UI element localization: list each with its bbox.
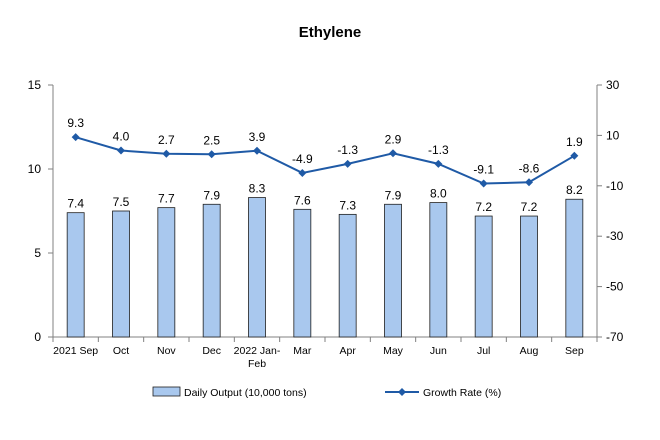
bar <box>202 203 221 338</box>
bar <box>474 215 493 338</box>
line-point <box>570 151 579 160</box>
x-axis-tick-label: Nov <box>157 345 176 357</box>
x-axis-tick-label: Aug <box>520 345 539 357</box>
line-point <box>162 149 171 158</box>
bar-data-label: 7.9 <box>203 188 220 202</box>
x-axis-tick-label: Apr <box>339 345 356 357</box>
line-point <box>434 159 443 168</box>
bar <box>66 212 85 338</box>
growth-rate-line <box>75 136 575 185</box>
right-axis-tick-label: 30 <box>606 78 620 92</box>
bar <box>429 202 448 338</box>
line-point <box>298 168 307 177</box>
x-axis-tick-label: Dec <box>202 345 221 357</box>
bar <box>157 207 176 338</box>
bar <box>293 208 312 338</box>
line-point <box>525 178 533 187</box>
line-point <box>71 133 80 142</box>
x-axis-tick-label: 2022 Jan- <box>234 345 281 357</box>
x-axis-tick-label: Sep <box>565 345 584 357</box>
right-axis-tick-label: -30 <box>606 229 624 243</box>
right-axis-tick-label: -70 <box>606 330 624 344</box>
line-data-label: -4.9 <box>292 152 313 166</box>
right-axis-tick-label: 10 <box>606 128 620 142</box>
x-axis-tick-label: May <box>383 345 404 357</box>
bar-data-label: 8.3 <box>249 182 266 196</box>
left-axis-tick-label: 10 <box>28 162 42 176</box>
bar-data-label: 7.2 <box>521 200 538 214</box>
left-axis-tick-label: 15 <box>28 78 42 92</box>
bar-data-label: 8.2 <box>566 183 583 197</box>
line-point <box>343 159 352 168</box>
line-point <box>253 146 261 155</box>
axes: 0 5 10 15 -70 -50 -30 -10 10 30 2021 Sep Oct Nov Dec 2… <box>28 78 624 370</box>
legend-line-marker <box>398 388 406 396</box>
line-point <box>479 179 488 188</box>
bar-data-label: 7.7 <box>158 192 175 206</box>
bar <box>248 197 266 338</box>
line-data-label: 4.0 <box>113 130 130 144</box>
legend-line-label: Growth Rate (%) <box>423 387 501 399</box>
bar-data-label: 7.3 <box>339 198 356 212</box>
line-point <box>389 149 397 158</box>
legend-bar-label: Daily Output (10,000 tons) <box>184 387 307 399</box>
bar-series <box>66 197 584 338</box>
line-data-label: -1.3 <box>337 143 358 157</box>
right-axis-tick-label: -50 <box>606 280 624 294</box>
data-labels: 7.4 7.5 7.7 7.9 8.3 7.6 7.3 7.9 8.0 7.2 7.2 8.2 9.3 4… <box>67 116 583 214</box>
legend: Daily Output (10,000 tons) Growth Rate (%… <box>152 386 501 399</box>
bar-data-label: 7.4 <box>67 197 84 211</box>
line-point <box>207 150 216 159</box>
bar <box>520 215 538 338</box>
bar <box>565 198 584 338</box>
x-axis-tick-label: Mar <box>293 345 312 357</box>
legend-bar-swatch <box>152 386 181 397</box>
left-axis-tick-label: 0 <box>34 330 41 344</box>
line-data-label: 3.9 <box>249 130 266 144</box>
bar-data-label: 7.9 <box>385 188 402 202</box>
bar-data-label: 7.5 <box>113 195 130 209</box>
right-axis-tick-label: -10 <box>606 179 624 193</box>
line-data-label: 2.9 <box>385 132 402 146</box>
line-series <box>71 133 579 188</box>
x-axis-tick-label: Jun <box>430 345 447 357</box>
bar <box>338 213 357 338</box>
bar-data-label: 8.0 <box>430 187 447 201</box>
line-data-label: -9.1 <box>473 163 494 177</box>
bar <box>112 210 130 338</box>
bar-data-label: 7.6 <box>294 193 311 207</box>
line-data-label: 9.3 <box>67 116 84 130</box>
x-axis-tick-label: Oct <box>113 345 129 357</box>
bar <box>384 203 402 338</box>
x-axis-tick-label: 2021 Sep <box>53 345 98 357</box>
line-data-label: 1.9 <box>566 135 583 149</box>
line-point <box>117 146 125 155</box>
x-axis-tick-label: Jul <box>477 345 490 357</box>
line-data-label: -8.6 <box>519 161 540 175</box>
chart-title: Ethylene <box>299 24 362 41</box>
left-axis-tick-label: 5 <box>34 246 41 260</box>
line-data-label: -1.3 <box>428 143 449 157</box>
line-data-label: 2.7 <box>158 133 175 147</box>
x-axis-tick-label: Feb <box>248 358 266 370</box>
line-data-label: 2.5 <box>203 133 220 147</box>
bar-data-label: 7.2 <box>475 200 492 214</box>
